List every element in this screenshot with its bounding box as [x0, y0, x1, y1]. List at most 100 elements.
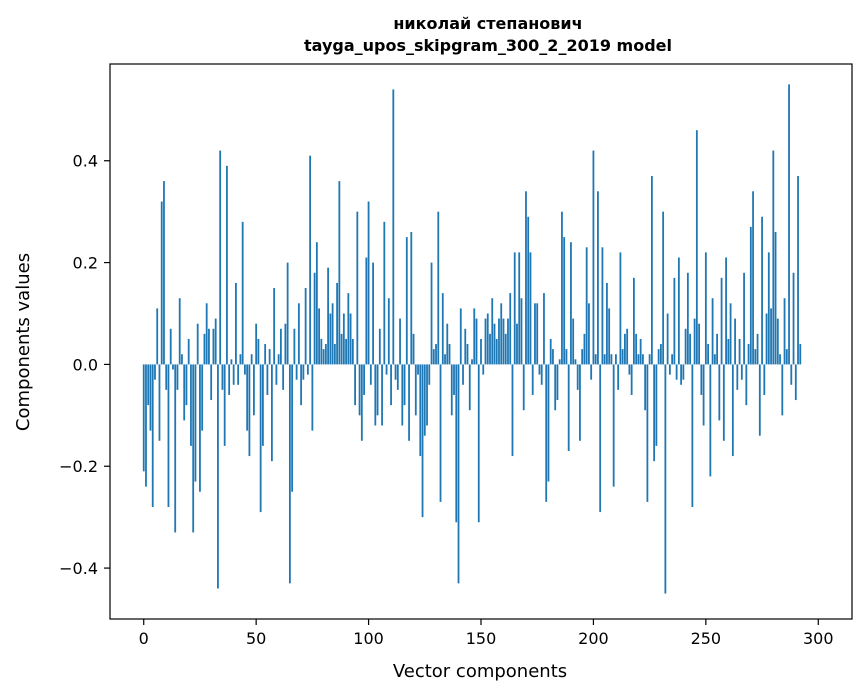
bar	[444, 354, 446, 365]
bar	[410, 232, 413, 365]
bar	[390, 364, 392, 406]
bar	[151, 364, 154, 507]
bar	[300, 364, 303, 406]
y-tick-label: −0.2	[59, 457, 98, 476]
bar	[684, 328, 687, 365]
bar	[482, 364, 485, 375]
bar	[428, 364, 431, 385]
bar	[666, 313, 669, 365]
bar	[419, 364, 422, 457]
bar	[210, 364, 213, 401]
bar	[354, 364, 356, 406]
bar	[167, 364, 170, 507]
bar	[408, 364, 410, 441]
bar	[378, 328, 381, 365]
bar	[686, 272, 689, 365]
bar	[549, 338, 552, 365]
bar	[475, 318, 478, 365]
bar	[324, 344, 327, 365]
bar	[554, 364, 557, 411]
bar	[673, 277, 676, 365]
bar	[261, 364, 264, 446]
bar	[266, 364, 269, 395]
bar	[187, 338, 190, 365]
bar	[367, 201, 370, 365]
bar	[468, 364, 471, 411]
bar	[417, 364, 419, 375]
bar	[351, 338, 354, 365]
bar	[190, 364, 192, 446]
bar	[473, 308, 476, 365]
bar	[664, 364, 667, 594]
bar	[763, 364, 766, 395]
bar	[534, 303, 536, 365]
bar	[776, 318, 779, 365]
bar	[199, 364, 201, 492]
bar	[765, 313, 768, 365]
bar	[149, 364, 152, 431]
bar	[675, 364, 678, 380]
bar	[369, 364, 372, 385]
bar	[430, 262, 433, 365]
bar	[396, 364, 399, 390]
bar	[241, 221, 244, 365]
bar	[734, 318, 736, 365]
bar	[502, 318, 505, 365]
bar	[655, 364, 658, 446]
bar	[147, 364, 150, 406]
bar	[579, 364, 581, 441]
bar	[545, 364, 548, 502]
bar	[345, 338, 347, 365]
bar	[657, 349, 660, 365]
bar	[363, 364, 365, 395]
bar	[464, 328, 467, 365]
bar	[223, 364, 226, 446]
x-tick-label: 150	[466, 629, 497, 648]
bar	[329, 313, 332, 365]
bar	[244, 364, 246, 375]
bar	[365, 257, 368, 365]
bar	[671, 354, 674, 365]
bar	[156, 308, 159, 365]
bar	[163, 181, 165, 365]
bar	[556, 364, 559, 401]
bar	[689, 333, 692, 365]
bar	[749, 226, 752, 365]
bar	[455, 364, 458, 523]
bar	[235, 282, 237, 365]
bar	[154, 364, 156, 380]
bar	[738, 338, 741, 365]
bar	[722, 364, 725, 441]
x-tick-label: 0	[139, 629, 149, 648]
bar	[376, 364, 379, 416]
bar	[761, 216, 763, 365]
bar	[630, 364, 633, 395]
bar	[169, 328, 172, 365]
bar	[520, 298, 523, 365]
bar	[543, 293, 545, 365]
bar	[320, 338, 323, 365]
bar	[331, 303, 334, 365]
bar	[270, 364, 273, 462]
bar	[347, 293, 350, 365]
bar	[435, 344, 437, 365]
bar	[781, 364, 784, 416]
bar	[702, 364, 705, 426]
bar	[405, 237, 408, 365]
bar	[219, 150, 222, 365]
bar	[426, 364, 428, 426]
bar	[340, 333, 343, 365]
bar	[740, 364, 743, 380]
bar	[318, 308, 321, 365]
bar	[525, 191, 527, 365]
bar	[248, 364, 251, 457]
bar	[226, 165, 228, 365]
bar	[414, 364, 417, 416]
bar	[572, 318, 575, 365]
bar	[653, 364, 656, 462]
bar	[659, 344, 662, 365]
bar	[498, 318, 500, 365]
bar	[770, 308, 772, 365]
x-tick-label: 250	[691, 629, 722, 648]
bar	[581, 349, 584, 365]
